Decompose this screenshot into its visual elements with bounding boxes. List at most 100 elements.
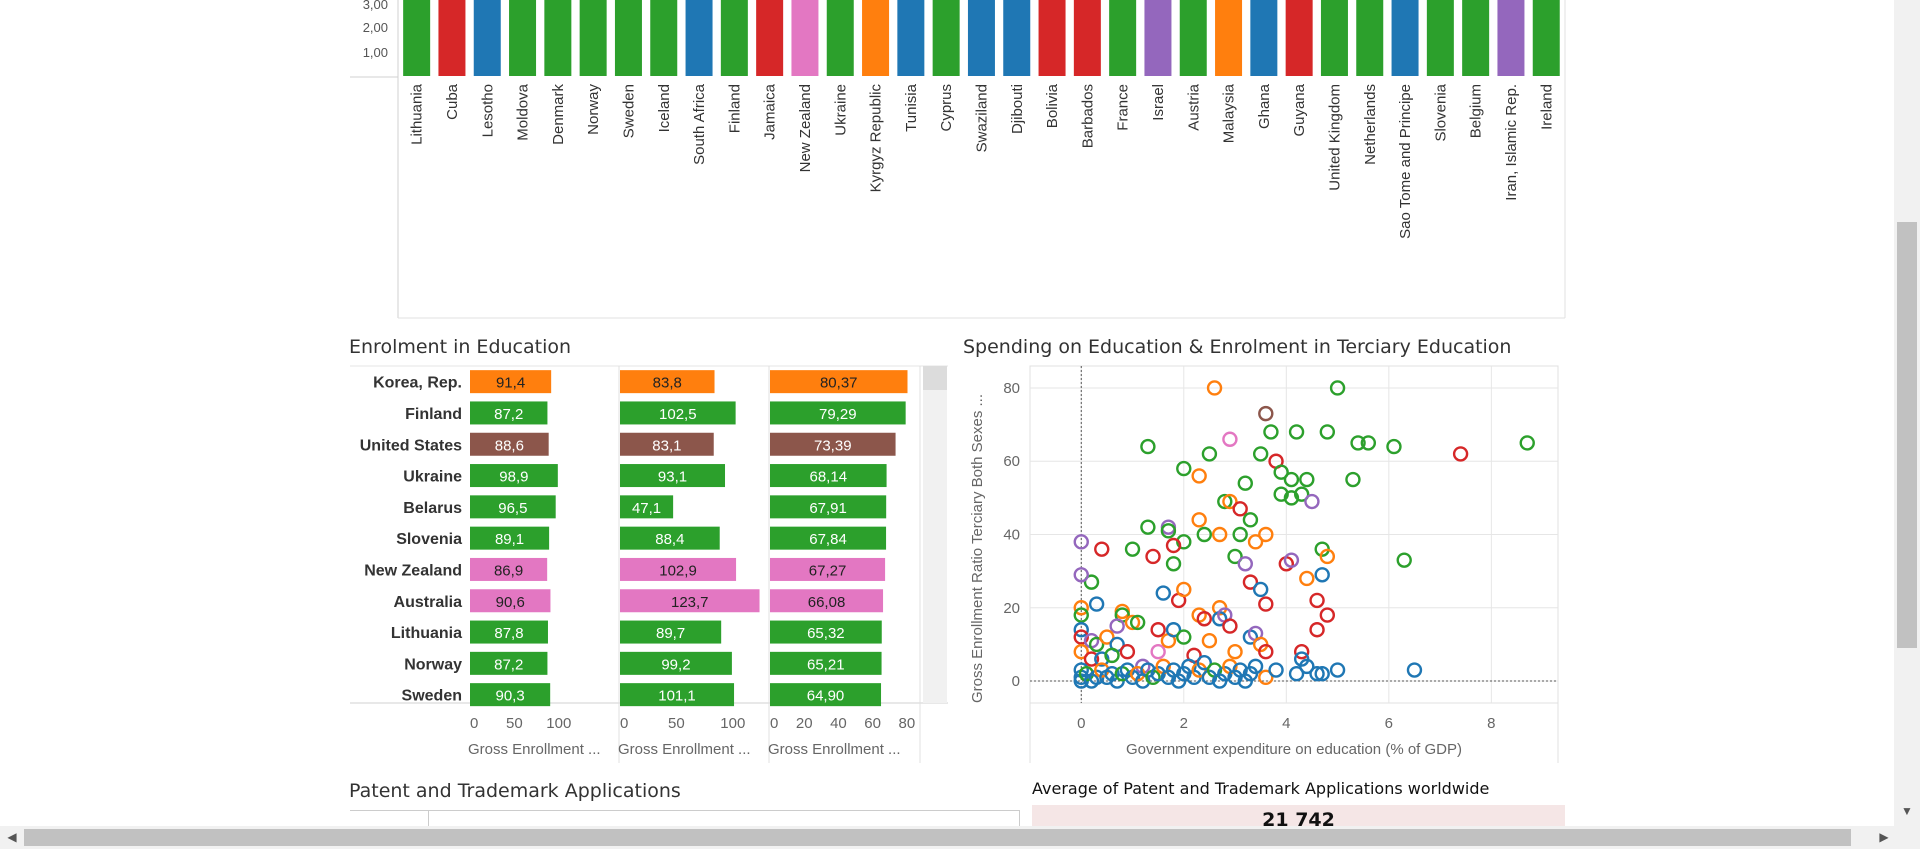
scatter-point bbox=[1073, 534, 1089, 550]
country-label: Sweden bbox=[402, 688, 462, 705]
scatter-point bbox=[1350, 435, 1366, 451]
country-label: Australia bbox=[394, 594, 463, 611]
data-label: 67,27 bbox=[809, 562, 847, 579]
enrolment-bar bbox=[470, 651, 548, 675]
scatter-point bbox=[1155, 585, 1171, 601]
bar bbox=[1073, 0, 1101, 76]
scatter-point bbox=[1252, 581, 1269, 598]
bar bbox=[791, 0, 819, 76]
x-tick-label: Jamaica bbox=[762, 83, 779, 140]
scatter-point bbox=[1222, 431, 1238, 447]
data-label: 89,1 bbox=[495, 531, 524, 548]
x-tick-label: Denmark bbox=[550, 84, 567, 145]
scroll-right-icon[interactable]: ▶ bbox=[1879, 830, 1889, 844]
scroll-down-icon[interactable]: ▼ bbox=[1901, 804, 1913, 818]
bar bbox=[1144, 0, 1172, 76]
data-label: 83,8 bbox=[653, 375, 682, 392]
enrolment-bar bbox=[770, 557, 886, 581]
x-tick-label: Ghana bbox=[1256, 83, 1273, 129]
enrolment-bar bbox=[620, 495, 674, 519]
scatter-point bbox=[1176, 534, 1192, 550]
data-label: 68,14 bbox=[810, 469, 848, 486]
scatter-point bbox=[1083, 651, 1100, 667]
x-tick-label: Djibouti bbox=[1009, 84, 1026, 134]
x-tick-label: United Kingdom bbox=[1326, 84, 1343, 191]
enrolment-bar bbox=[470, 401, 548, 425]
x-tick-label: France bbox=[1115, 84, 1132, 131]
data-label: 90,3 bbox=[495, 688, 524, 705]
scatter-point bbox=[1083, 574, 1100, 590]
scatter-point bbox=[1396, 552, 1412, 568]
y-tick-label: 1,00 bbox=[363, 45, 388, 60]
scatter-point bbox=[1129, 614, 1146, 631]
scatter-point bbox=[1283, 471, 1300, 488]
scatter-point bbox=[1196, 611, 1212, 627]
data-label: 73,39 bbox=[814, 437, 852, 454]
scatter-point bbox=[1094, 651, 1110, 667]
enrolment-bar bbox=[470, 370, 552, 394]
bar bbox=[826, 0, 854, 76]
scatter-point bbox=[1304, 493, 1320, 510]
scatter-point bbox=[1150, 644, 1166, 660]
scatter-point bbox=[1165, 556, 1182, 572]
scatter-point bbox=[1314, 567, 1330, 583]
scroll-left-icon[interactable]: ◀ bbox=[7, 830, 17, 844]
vertical-scrollbar-thumb[interactable] bbox=[1897, 222, 1917, 648]
bar bbox=[1250, 0, 1278, 76]
bar bbox=[473, 0, 501, 76]
x-tick-label: Moldova bbox=[515, 83, 532, 140]
bar bbox=[1215, 0, 1243, 76]
scatter-point bbox=[1201, 446, 1218, 462]
scatter-point bbox=[1191, 468, 1207, 484]
scatter-point bbox=[1222, 493, 1238, 510]
x-tick-label: Lesotho bbox=[479, 84, 496, 137]
enrolment-bar bbox=[470, 589, 551, 613]
scatter-point bbox=[1227, 548, 1243, 565]
enrolment-bar bbox=[770, 683, 882, 707]
scatter-point bbox=[1283, 552, 1300, 568]
y-axis-title: Gross Enrollment Ratio Terciary Both Sex… bbox=[969, 394, 986, 703]
data-label: 65,21 bbox=[807, 656, 845, 673]
scatter-point bbox=[1165, 622, 1182, 638]
x-tick-label: New Zealand bbox=[797, 84, 814, 172]
bar bbox=[1285, 0, 1313, 76]
scatter-point bbox=[1196, 526, 1212, 543]
data-label: 86,9 bbox=[494, 562, 523, 579]
x-tick-label: Lithuania bbox=[409, 83, 426, 145]
bar bbox=[1320, 0, 1348, 76]
scatter-point bbox=[1104, 647, 1120, 664]
scatter-point bbox=[1073, 622, 1089, 638]
patent-title: Patent and Trademark Applications bbox=[349, 780, 681, 802]
data-label: 89,7 bbox=[656, 625, 685, 642]
data-label: 87,8 bbox=[494, 625, 523, 642]
bar bbox=[1109, 0, 1137, 76]
scatter-point bbox=[1242, 574, 1259, 590]
country-label: Lithuania bbox=[391, 625, 462, 642]
patent-table-body bbox=[428, 810, 1020, 841]
scatter-point bbox=[1258, 405, 1274, 422]
top-bar-chart: 1,00 2,00 3,00 Lithuania Cuba Lesotho Moldova D… bbox=[350, 0, 1566, 319]
scatter-point bbox=[1252, 446, 1269, 462]
x-axis-title: Gross Enrollment ... bbox=[768, 741, 901, 758]
scatter-point bbox=[1329, 662, 1346, 678]
x-tick-label: Iceland bbox=[656, 84, 673, 132]
scatter-point bbox=[1124, 541, 1141, 557]
x-tick-label: Cyprus bbox=[938, 84, 955, 132]
scatter-point bbox=[1309, 592, 1325, 609]
data-label: 93,1 bbox=[658, 469, 687, 486]
horizontal-scrollbar-thumb[interactable] bbox=[24, 829, 1851, 846]
x-tick-label: 8 bbox=[1487, 715, 1495, 732]
scatter-point bbox=[1314, 665, 1330, 682]
data-label: 65,32 bbox=[807, 625, 845, 642]
scatter-point bbox=[1119, 644, 1136, 660]
x-tick-label: 0 bbox=[1077, 715, 1085, 732]
scatter-point bbox=[1299, 658, 1315, 675]
enrolment-bar bbox=[620, 464, 726, 488]
x-axis-title: Gross Enrollment ... bbox=[468, 741, 601, 758]
bar bbox=[1038, 0, 1066, 76]
x-tick-label: Barbados bbox=[1079, 84, 1096, 148]
data-label: 102,9 bbox=[659, 562, 697, 579]
scatter-point bbox=[1258, 644, 1274, 660]
bar bbox=[932, 0, 960, 76]
scatter-point bbox=[1258, 596, 1274, 612]
